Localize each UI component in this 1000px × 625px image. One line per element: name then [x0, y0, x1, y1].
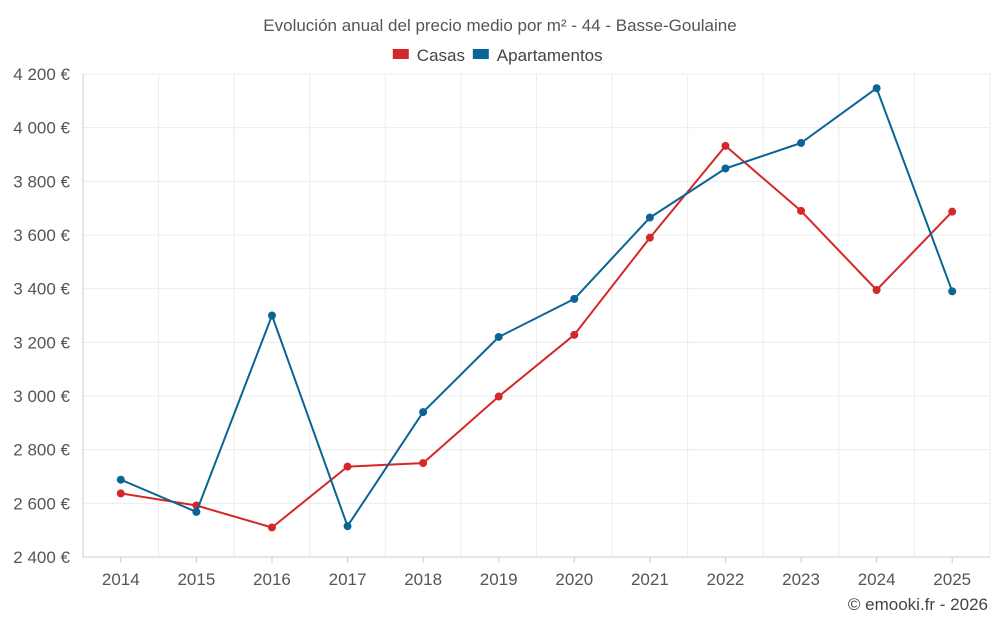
data-point[interactable] [116, 489, 125, 498]
data-point[interactable] [570, 294, 579, 303]
data-point[interactable] [721, 141, 730, 150]
y-tick-label: 3 400 € [13, 280, 70, 299]
data-point[interactable] [343, 522, 352, 531]
data-point[interactable] [267, 523, 276, 532]
y-tick-label: 3 800 € [13, 172, 70, 191]
legend-swatch [472, 49, 489, 59]
x-tick-label: 2025 [933, 570, 971, 589]
y-tick-label: 2 400 € [13, 548, 70, 567]
legend-label: Apartamentos [497, 46, 603, 65]
legend-item-apartamentos[interactable]: Apartamentos [472, 46, 603, 65]
y-tick-label: 3 000 € [13, 387, 70, 406]
legend: Casas Apartamentos [392, 46, 603, 65]
data-point[interactable] [267, 311, 276, 320]
series-line [120, 87, 954, 528]
x-tick-label: 2017 [329, 570, 367, 589]
data-point[interactable] [645, 233, 654, 242]
data-point[interactable] [419, 408, 428, 417]
data-point[interactable] [570, 330, 579, 339]
series-casas [116, 141, 957, 532]
series-line [120, 144, 953, 529]
y-tick-label: 2 800 € [13, 441, 70, 460]
series-apartamentos [116, 84, 957, 531]
axes: 2 400 € 2 600 € 2 800 € 3 000 € 3 200 € 3 400… [13, 65, 990, 589]
data-point[interactable] [797, 138, 806, 147]
y-tick-label: 2 600 € [13, 494, 70, 513]
x-tick-label: 2023 [782, 570, 820, 589]
x-tick-label: 2020 [555, 570, 593, 589]
data-point[interactable] [419, 459, 428, 468]
x-tick-label: 2018 [404, 570, 442, 589]
credit-text: © emooki.fr - 2026 [848, 595, 988, 614]
y-tick-label: 4 200 € [13, 65, 70, 84]
x-tick-label: 2021 [631, 570, 669, 589]
series-lines [116, 84, 957, 532]
y-tick-label: 3 600 € [13, 226, 70, 245]
y-tick-label: 4 000 € [13, 119, 70, 138]
data-point[interactable] [494, 392, 503, 401]
x-tick-label: 2015 [177, 570, 215, 589]
x-tick-label: 2016 [253, 570, 291, 589]
x-tick-label: 2024 [858, 570, 896, 589]
chart-title: Evolución anual del precio medio por m² … [263, 16, 736, 35]
data-point[interactable] [116, 475, 125, 484]
data-point[interactable] [721, 164, 730, 173]
grid [82, 73, 991, 558]
legend-label: Casas [417, 46, 465, 65]
legend-item-casas[interactable]: Casas [392, 46, 465, 65]
data-point[interactable] [343, 462, 352, 471]
data-point[interactable] [645, 213, 654, 222]
data-point[interactable] [494, 332, 503, 341]
data-point[interactable] [872, 84, 881, 93]
legend-swatch [392, 49, 409, 59]
x-tick-label: 2019 [480, 570, 518, 589]
x-tick-label: 2022 [707, 570, 745, 589]
data-point[interactable] [192, 507, 201, 516]
data-point[interactable] [797, 206, 806, 215]
x-tick-label: 2014 [102, 570, 140, 589]
data-point[interactable] [948, 287, 957, 296]
y-tick-label: 3 200 € [13, 333, 70, 352]
data-point[interactable] [872, 286, 881, 295]
data-point[interactable] [948, 207, 957, 216]
